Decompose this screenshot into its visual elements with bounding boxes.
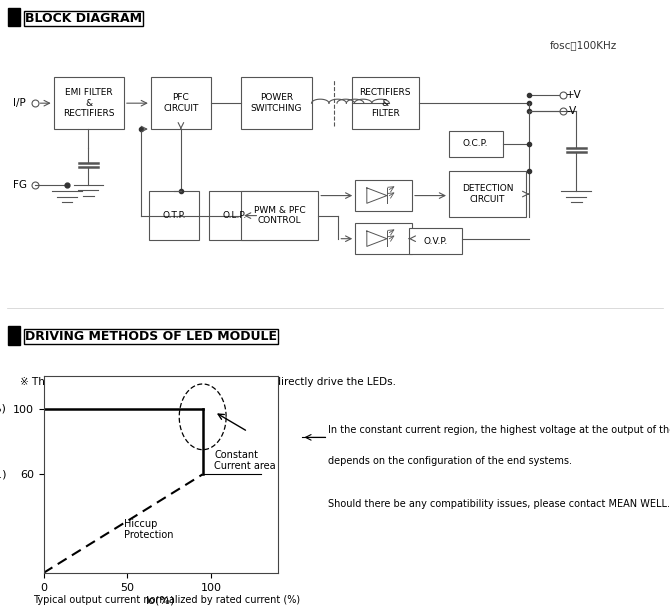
Text: O.L.P.: O.L.P. bbox=[222, 211, 247, 220]
Text: BLOCK DIAGRAM: BLOCK DIAGRAM bbox=[25, 12, 143, 25]
FancyBboxPatch shape bbox=[241, 191, 318, 240]
Bar bbox=[8, 326, 20, 345]
Text: DRIVING METHODS OF LED MODULE: DRIVING METHODS OF LED MODULE bbox=[25, 330, 277, 344]
FancyBboxPatch shape bbox=[449, 171, 526, 217]
Text: In the constant current region, the highest voltage at the output of the driver: In the constant current region, the high… bbox=[328, 425, 670, 435]
FancyBboxPatch shape bbox=[355, 223, 412, 254]
Text: -V: -V bbox=[566, 106, 576, 116]
FancyBboxPatch shape bbox=[241, 77, 312, 129]
FancyBboxPatch shape bbox=[209, 191, 259, 240]
Text: ※ This series works in constant current mode to directly drive the LEDs.: ※ This series works in constant current … bbox=[20, 377, 396, 387]
FancyBboxPatch shape bbox=[355, 180, 412, 211]
Text: O.C.P.: O.C.P. bbox=[463, 139, 488, 148]
Text: O.T.P.: O.T.P. bbox=[162, 211, 186, 220]
FancyBboxPatch shape bbox=[151, 77, 211, 129]
Text: +V: +V bbox=[566, 91, 582, 100]
Text: PFC
CIRCUIT: PFC CIRCUIT bbox=[163, 94, 198, 113]
Text: Hiccup
Protection: Hiccup Protection bbox=[124, 519, 174, 540]
Text: Vo(%): Vo(%) bbox=[0, 403, 7, 413]
FancyBboxPatch shape bbox=[54, 77, 124, 129]
Text: (min.): (min.) bbox=[0, 469, 7, 479]
Text: DETECTION
CIRCUIT: DETECTION CIRCUIT bbox=[462, 184, 513, 204]
Text: I/P: I/P bbox=[13, 98, 26, 108]
FancyBboxPatch shape bbox=[352, 77, 419, 129]
Bar bbox=[8, 7, 20, 26]
Text: Typical output current normalized by rated current (%): Typical output current normalized by rat… bbox=[34, 595, 301, 605]
Text: PWM & PFC
CONTROL: PWM & PFC CONTROL bbox=[254, 206, 306, 225]
Text: fosc：100KHz: fosc：100KHz bbox=[549, 40, 616, 50]
Text: RECTIFIERS
&
FILTER: RECTIFIERS & FILTER bbox=[360, 88, 411, 118]
FancyBboxPatch shape bbox=[409, 228, 462, 254]
Text: O.V.P.: O.V.P. bbox=[423, 237, 448, 246]
Text: FG: FG bbox=[13, 180, 27, 190]
Text: Constant
Current area: Constant Current area bbox=[214, 450, 276, 471]
Text: depends on the configuration of the end systems.: depends on the configuration of the end … bbox=[328, 456, 572, 466]
X-axis label: Io(%): Io(%) bbox=[146, 596, 176, 606]
FancyBboxPatch shape bbox=[449, 131, 502, 157]
Text: POWER
SWITCHING: POWER SWITCHING bbox=[251, 94, 302, 113]
Text: Should there be any compatibility issues, please contact MEAN WELL.: Should there be any compatibility issues… bbox=[328, 499, 670, 509]
FancyBboxPatch shape bbox=[149, 191, 199, 240]
Text: EMI FILTER
&
RECTIFIERS: EMI FILTER & RECTIFIERS bbox=[63, 88, 115, 118]
